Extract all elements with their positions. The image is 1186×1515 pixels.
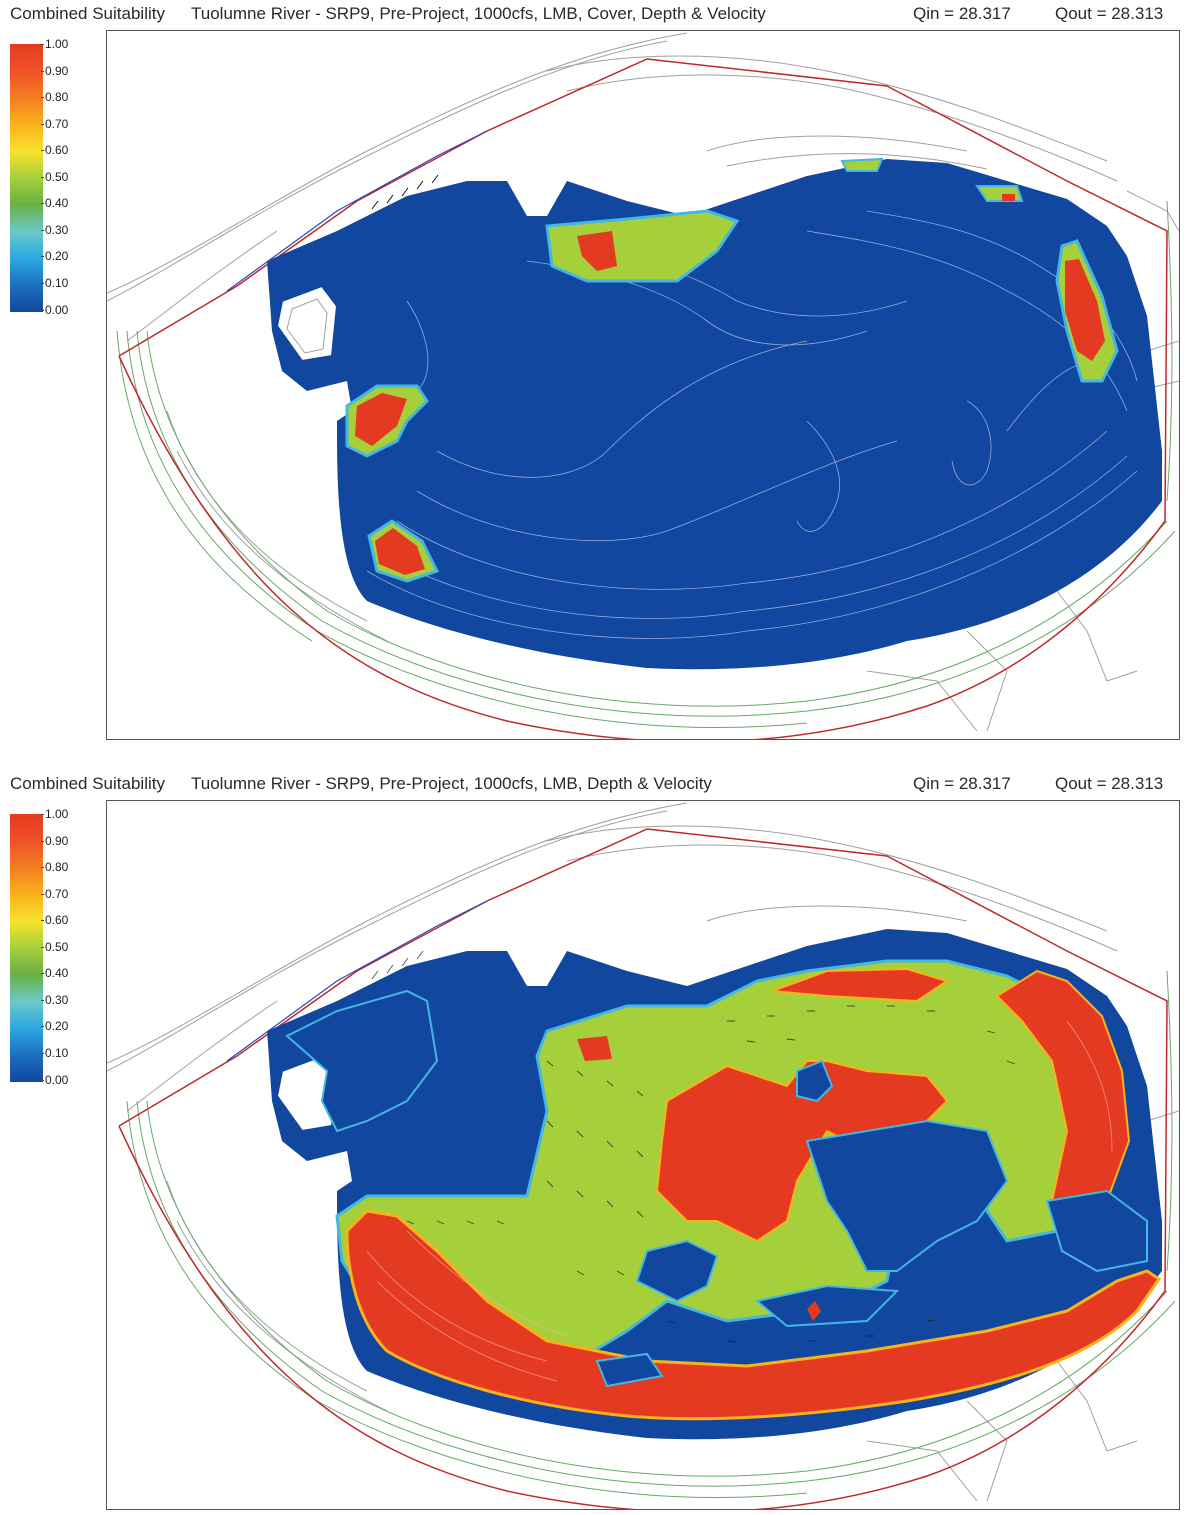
legend-tick: 0.60 xyxy=(40,143,69,157)
island xyxy=(275,284,339,363)
legend-tick: 1.00 xyxy=(40,807,69,821)
legend-tick: 1.00 xyxy=(40,37,69,51)
high-suitability-specks xyxy=(577,1036,1141,1399)
legend-tick: 0.00 xyxy=(40,303,69,317)
legend-tick: 0.10 xyxy=(40,1046,69,1060)
habitat-map-canvas xyxy=(107,32,1179,739)
legend-tick: 0.40 xyxy=(40,966,69,980)
legend-tick: 0.90 xyxy=(40,834,69,848)
legend-tick: 0.80 xyxy=(40,90,69,104)
inflow-line xyxy=(226,130,488,292)
qin-readout: Qin = 28.317 xyxy=(913,4,1011,23)
suitability-panel-depth-velocity: Combined Suitability Tuolumne River - SR… xyxy=(0,770,1186,1515)
legend-tick: 0.20 xyxy=(40,1019,69,1033)
terrain-contours xyxy=(107,802,1179,1502)
project-boundary xyxy=(118,828,1168,1509)
legend-tick: 0.90 xyxy=(40,64,69,78)
qout-readout: Qout = 28.313 xyxy=(1055,4,1164,23)
bathymetry-contours xyxy=(366,210,1138,639)
low-suitability-pockets xyxy=(285,989,1148,1388)
habitat-map[interactable] xyxy=(106,30,1180,740)
legend-tick: 0.50 xyxy=(40,940,69,954)
legend-tick: 0.10 xyxy=(40,276,69,290)
map-title: Tuolumne River - SRP9, Pre-Project, 1000… xyxy=(191,4,766,23)
legend-tick: 0.70 xyxy=(40,117,69,131)
velocity-vectors xyxy=(371,174,439,210)
legend-color-scale xyxy=(10,814,43,1082)
terrain-contours xyxy=(107,32,1179,732)
bathymetry-contours xyxy=(366,1020,1113,1382)
legend-color-scale xyxy=(10,44,43,312)
legend-tick: 0.60 xyxy=(40,913,69,927)
high-suitability-patches xyxy=(345,157,1119,583)
habitat-map-canvas xyxy=(107,802,1179,1509)
wetted-area-low xyxy=(267,159,1162,670)
legend-tick: 0.70 xyxy=(40,887,69,901)
qout-readout: Qout = 28.313 xyxy=(1055,774,1164,793)
qin-readout: Qin = 28.317 xyxy=(913,774,1011,793)
legend-tick: 0.00 xyxy=(40,1073,69,1087)
legend-tick: 0.40 xyxy=(40,196,69,210)
velocity-vectors xyxy=(371,950,1016,1343)
inflow-line xyxy=(226,900,488,1062)
habitat-map[interactable] xyxy=(106,800,1180,1510)
legend-tick: 0.80 xyxy=(40,860,69,874)
legend-tick: 0.30 xyxy=(40,993,69,1007)
legend-tick: 0.50 xyxy=(40,170,69,184)
legend-title: Combined Suitability xyxy=(10,774,165,793)
legend-tick: 0.20 xyxy=(40,249,69,263)
project-boundary xyxy=(118,58,1168,739)
legend-title: Combined Suitability xyxy=(10,4,165,23)
high-suitability-arc xyxy=(345,1209,1162,1421)
suitability-legend: 1.00 0.90 0.80 0.70 0.60 0.50 0.40 0.30 … xyxy=(10,38,90,332)
suitability-legend: 1.00 0.90 0.80 0.70 0.60 0.50 0.40 0.30 … xyxy=(10,808,90,1102)
map-title: Tuolumne River - SRP9, Pre-Project, 1000… xyxy=(191,774,712,793)
suitability-panel-cover: Combined Suitability Tuolumne River - SR… xyxy=(0,0,1186,745)
legend-tick: 0.30 xyxy=(40,223,69,237)
